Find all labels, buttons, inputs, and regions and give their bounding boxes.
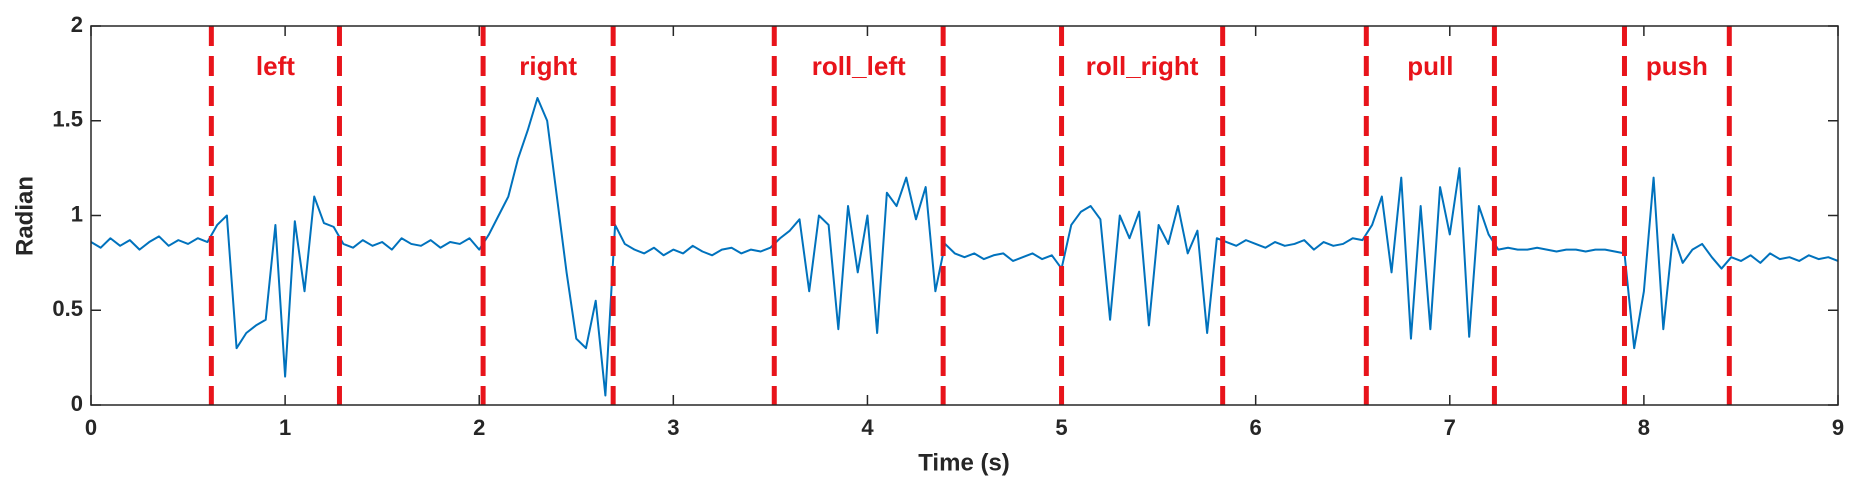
x-tick-label: 3	[667, 415, 679, 440]
x-tick-label: 7	[1444, 415, 1456, 440]
segment-label: left	[256, 51, 295, 81]
x-tick-label: 8	[1638, 415, 1650, 440]
segment-label: push	[1646, 51, 1708, 81]
x-tick-label: 9	[1832, 415, 1844, 440]
segment-label: roll_left	[812, 51, 906, 81]
y-tick-label: 1.5	[52, 107, 83, 132]
y-tick-label: 1	[71, 201, 83, 226]
segment-label: pull	[1407, 51, 1453, 81]
y-axis-label: Radian	[11, 176, 38, 256]
plot-frame	[90, 25, 1839, 406]
x-axis-label: Time (s)	[918, 449, 1010, 476]
x-tick-label: 2	[473, 415, 485, 440]
x-tick-label: 4	[861, 415, 874, 440]
segment-label: roll_right	[1086, 51, 1199, 81]
segment-label: right	[519, 51, 577, 81]
x-tick-label: 6	[1250, 415, 1262, 440]
x-tick-label: 0	[85, 415, 97, 440]
y-tick-label: 0.5	[52, 296, 83, 321]
x-tick-label: 1	[279, 415, 291, 440]
x-tick-label: 5	[1055, 415, 1067, 440]
data-line	[90, 97, 1839, 397]
plot-area	[91, 26, 1838, 405]
y-tick-label: 0	[71, 391, 83, 416]
y-tick-label: 2	[71, 12, 83, 37]
